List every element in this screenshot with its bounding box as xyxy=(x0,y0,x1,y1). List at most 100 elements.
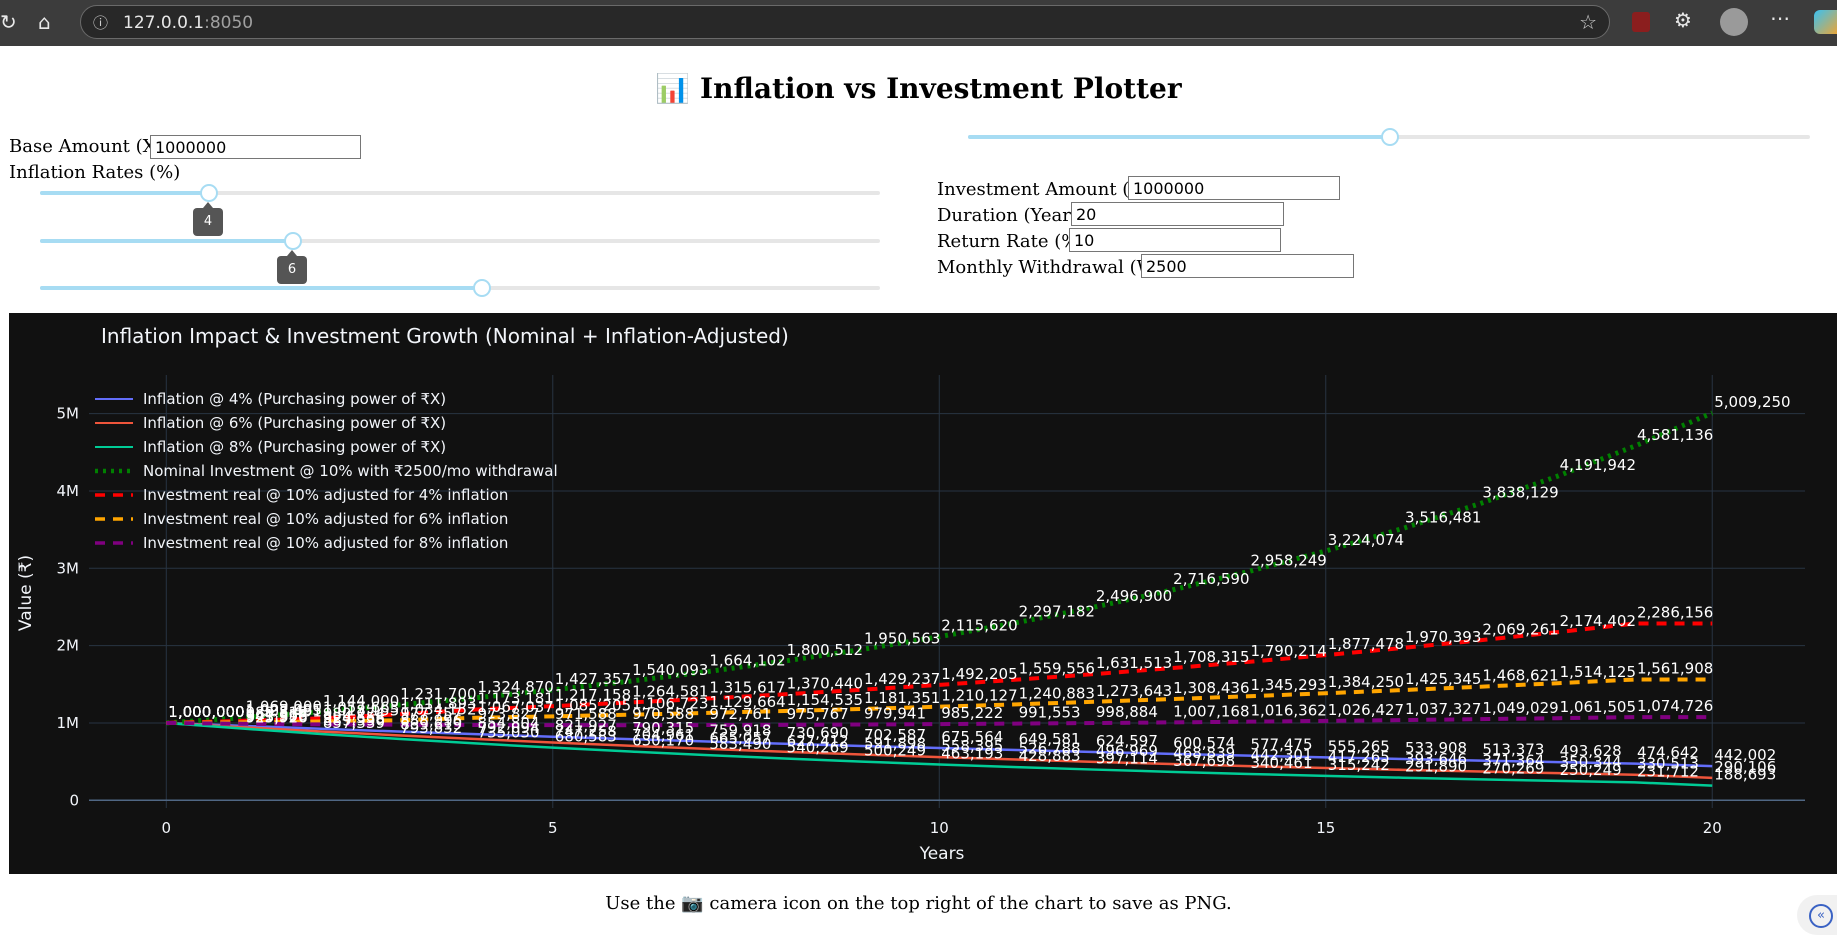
data-label: 2,174,402 xyxy=(1560,612,1636,630)
duration-input[interactable] xyxy=(1071,202,1284,226)
line-chart: 1,000,000 961,538 924,556 888,996 854,804 821… xyxy=(16,324,1805,864)
base-amount-input[interactable] xyxy=(150,135,361,159)
series-line-5 xyxy=(166,621,1713,725)
data-label: 493,628 xyxy=(1560,742,1622,760)
more-menu-icon[interactable]: ⋯ xyxy=(1770,6,1790,30)
y-tick-label: 4M xyxy=(57,482,80,500)
data-label: 2,958,249 xyxy=(1250,552,1326,570)
data-label: 854,804 xyxy=(477,714,539,732)
legend-item: Investment real @ 10% adjusted for 6% in… xyxy=(143,510,508,528)
inflation-slider-3-fill xyxy=(40,286,481,290)
data-label: 1,384,250 xyxy=(1328,673,1404,691)
data-label: 1,631,513 xyxy=(1096,654,1172,672)
data-label: 1,067,037 xyxy=(477,698,553,716)
data-label: 1,000,000 xyxy=(168,703,244,721)
data-label: 540,269 xyxy=(787,738,849,756)
data-label: 675,564 xyxy=(941,728,1003,746)
data-label: 367,698 xyxy=(1173,752,1235,770)
monthly-withdrawal-input[interactable] xyxy=(1141,254,1354,278)
return-rate-slider[interactable] xyxy=(968,128,1810,146)
data-label: 970,588 xyxy=(632,705,694,723)
y-tick-label: 0 xyxy=(69,791,79,809)
data-label: 991,553 xyxy=(1019,704,1081,722)
profile-avatar-icon[interactable] xyxy=(1720,8,1748,36)
data-label: 5,009,250 xyxy=(1714,393,1790,411)
data-label: 1,425,345 xyxy=(1405,670,1481,688)
data-label: 998,884 xyxy=(1096,703,1158,721)
legend-item: Inflation @ 6% (Purchasing power of ₹X) xyxy=(143,414,446,432)
data-label: 1,027,885 xyxy=(246,701,322,719)
data-label: 1,008,491 xyxy=(246,702,322,720)
data-label: 1,018,155 xyxy=(323,702,399,720)
legend[interactable]: Inflation @ 4% (Purchasing power of ₹X) I… xyxy=(95,390,558,552)
data-label: 1,561,908 xyxy=(1637,659,1713,677)
data-label: 759,918 xyxy=(709,722,771,740)
investment-amount-input[interactable] xyxy=(1128,176,1340,200)
inflation-slider-2-handle[interactable] xyxy=(284,232,302,250)
data-label: 1,950,563 xyxy=(864,629,940,647)
inflation-slider-2[interactable]: 6 xyxy=(40,232,880,284)
inflation-slider-1-handle[interactable] xyxy=(200,184,218,202)
data-label: 792,094 xyxy=(477,719,539,737)
data-label: 943,396 xyxy=(246,707,308,725)
data-label: 315,242 xyxy=(1328,756,1390,774)
copilot-icon[interactable] xyxy=(1814,10,1837,34)
inflation-rates-label: Inflation Rates (%) xyxy=(9,162,181,183)
return-rate-input[interactable] xyxy=(1069,228,1281,252)
inflation-slider-3-handle[interactable] xyxy=(473,279,491,297)
data-label: 417,265 xyxy=(1328,748,1390,766)
data-label: 977,757 xyxy=(400,705,462,723)
data-label: 1,273,643 xyxy=(1096,682,1172,700)
data-label: 1,468,621 xyxy=(1482,667,1558,685)
data-label: 350,344 xyxy=(1560,753,1622,771)
data-label: 1,037,327 xyxy=(1405,700,1481,718)
data-label: 1,315,617 xyxy=(709,679,785,697)
data-label: 4,191,942 xyxy=(1560,456,1636,474)
inflation-slider-1-tooltip: 4 xyxy=(193,202,223,236)
site-info-icon[interactable]: ⓘ xyxy=(93,14,109,32)
camera-icon: 📷 xyxy=(681,893,704,914)
extensions-icon[interactable]: ⚙ xyxy=(1674,8,1692,32)
data-label: 1,000,000 xyxy=(168,703,244,721)
inflation-slider-1[interactable]: 4 xyxy=(40,184,880,236)
data-label: 1,074,726 xyxy=(1637,697,1713,715)
data-label: 1,016,362 xyxy=(1250,702,1326,720)
x-tick-label: 5 xyxy=(548,819,558,837)
data-label: 1,000,000 xyxy=(168,703,244,721)
x-tick-label: 10 xyxy=(930,819,949,837)
url-text: 127.0.0.1:8050 xyxy=(123,13,254,33)
return-rate-slider-fill xyxy=(968,135,1389,139)
data-label: 888,996 xyxy=(400,712,462,730)
data-label: 250,249 xyxy=(1560,761,1622,779)
data-label: 735,030 xyxy=(477,723,539,741)
data-label: 821,927 xyxy=(555,717,617,735)
data-label: 290,106 xyxy=(1714,758,1776,776)
data-label: 1,111,893 xyxy=(400,694,476,712)
return-rate-slider-handle[interactable] xyxy=(1381,128,1399,146)
bookmark-star-icon[interactable]: ☆ xyxy=(1579,10,1597,34)
data-label: 1,514,125 xyxy=(1560,663,1636,681)
home-icon[interactable]: ⌂ xyxy=(38,10,51,34)
legend-item: Investment real @ 10% adjusted for 8% in… xyxy=(143,534,508,552)
y-tick-label: 3M xyxy=(57,559,80,577)
data-label: 1,000,000 xyxy=(168,703,244,721)
ublock-icon[interactable] xyxy=(1632,12,1650,32)
data-label: 1,345,293 xyxy=(1250,676,1326,694)
x-axis-title: Years xyxy=(919,844,965,864)
data-label: 971,588 xyxy=(555,705,617,723)
data-label: 555,265 xyxy=(1328,737,1390,755)
data-label: 985,222 xyxy=(941,704,1003,722)
data-label: 1,181,351 xyxy=(864,689,940,707)
data-label: 496,969 xyxy=(1096,742,1158,760)
data-label: 793,832 xyxy=(400,719,462,737)
address-bar[interactable]: ⓘ 127.0.0.1:8050 ☆ xyxy=(80,5,1610,39)
inflation-slider-3[interactable] xyxy=(40,279,880,297)
data-label: 680,583 xyxy=(555,728,617,746)
data-label: 1,210,127 xyxy=(941,687,1017,705)
data-label: 1,049,029 xyxy=(1482,699,1558,717)
data-label: 704,961 xyxy=(632,726,694,744)
data-label: 1,370,440 xyxy=(787,674,863,692)
sidebar-toggle-button[interactable]: « xyxy=(1797,895,1837,935)
reload-icon[interactable]: ↻ xyxy=(0,10,17,34)
data-label: 1,264,581 xyxy=(632,682,708,700)
